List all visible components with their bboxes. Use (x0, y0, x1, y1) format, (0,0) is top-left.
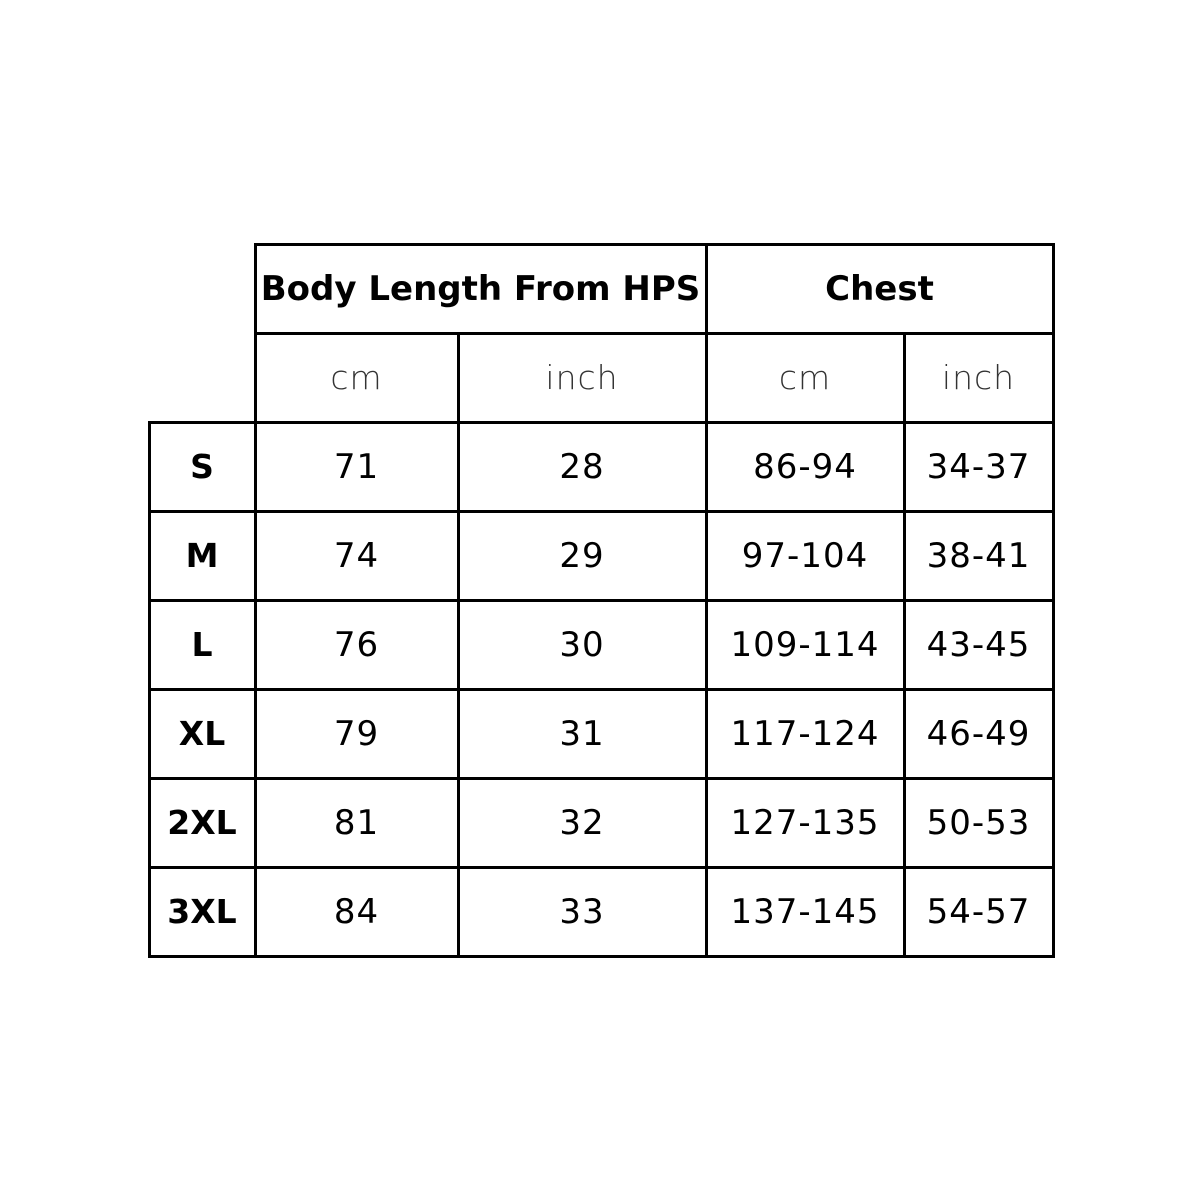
table-cell: 29 (559, 535, 605, 576)
table-cell: 28 (559, 446, 605, 487)
table-cell: 54-57 (926, 891, 1031, 932)
table-cell: 97-104 (741, 535, 869, 576)
grid-line (148, 510, 1055, 513)
grid-line (148, 599, 1055, 602)
size-label: XL (178, 714, 226, 753)
table-cell: 50-53 (926, 802, 1031, 843)
table-cell: 81 (333, 802, 380, 843)
table-cell: 117-124 (730, 713, 880, 754)
table-cell: 76 (333, 624, 380, 665)
table-cell: 84 (333, 891, 380, 932)
table-cell: 74 (333, 535, 380, 576)
table-cell: 33 (559, 891, 605, 932)
size-label: 3XL (167, 892, 237, 931)
grid-line (148, 421, 1055, 424)
size-label: M (185, 536, 219, 575)
table-cell: 31 (559, 713, 605, 754)
header-body-length: Body Length From HPS (260, 268, 701, 309)
grid-line (148, 955, 1055, 958)
table-cell: 86-94 (753, 446, 857, 487)
table-cell: 109-114 (730, 624, 880, 665)
size-label: S (190, 447, 214, 486)
table-cell: 43-45 (926, 624, 1031, 665)
grid-line (903, 332, 906, 958)
grid-line (457, 332, 460, 958)
table-cell: 30 (559, 624, 605, 665)
table-cell: 71 (333, 446, 380, 487)
table-cell: 127-135 (730, 802, 880, 843)
grid-line (705, 243, 708, 958)
table-cell: 46-49 (926, 713, 1031, 754)
unit-header: cm (778, 358, 832, 397)
unit-header: inch (545, 358, 619, 397)
grid-line (254, 243, 1055, 246)
header-chest: Chest (825, 268, 934, 309)
unit-header: inch (941, 358, 1016, 397)
table-cell: 32 (559, 802, 605, 843)
table-cell: 38-41 (926, 535, 1031, 576)
table-cell: 137-145 (730, 891, 880, 932)
grid-line (148, 688, 1055, 691)
grid-line (148, 866, 1055, 869)
grid-line (148, 777, 1055, 780)
table-cell: 79 (333, 713, 380, 754)
grid-line (148, 421, 151, 958)
grid-line (254, 332, 1055, 335)
unit-header: cm (330, 358, 383, 397)
table-cell: 34-37 (926, 446, 1031, 487)
grid-line (1052, 243, 1055, 958)
grid-line (254, 243, 257, 958)
size-label: 2XL (167, 803, 237, 842)
size-label: L (191, 625, 213, 664)
